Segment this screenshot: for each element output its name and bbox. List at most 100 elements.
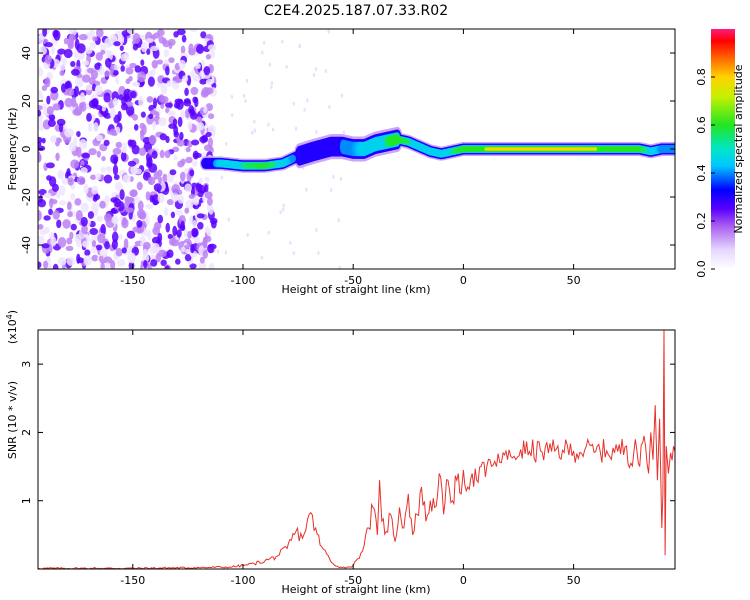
noise-speckle	[127, 252, 136, 264]
noise-speckle	[159, 133, 168, 141]
snr-background	[38, 330, 675, 569]
noise-speckle	[94, 63, 101, 70]
noise-speckle	[104, 37, 113, 49]
noise-speckle	[262, 40, 266, 45]
noise-speckle	[191, 139, 200, 146]
noise-speckle	[137, 71, 146, 83]
x-tick-label: -50	[344, 574, 362, 587]
noise-speckle	[52, 183, 59, 192]
noise-speckle	[121, 247, 127, 254]
noise-speckle	[38, 67, 44, 77]
snr-ylabel: SNR (10 * v/v)	[6, 381, 19, 459]
noise-speckle	[63, 37, 69, 45]
noise-speckle	[74, 233, 82, 244]
noise-speckle	[103, 256, 113, 264]
noise-speckle	[109, 128, 117, 136]
noise-speckle	[38, 261, 42, 269]
noise-speckle	[129, 189, 137, 197]
noise-speckle	[204, 87, 214, 95]
noise-speckle	[197, 221, 204, 230]
noise-speckle	[157, 192, 165, 204]
x-tick-label: -100	[231, 574, 256, 587]
noise-speckle	[246, 233, 249, 238]
noise-speckle	[38, 105, 43, 111]
noise-speckle	[230, 113, 234, 118]
noise-speckle	[342, 130, 346, 135]
noise-speckle	[196, 213, 205, 219]
noise-speckle	[125, 104, 135, 116]
noise-speckle	[198, 261, 207, 269]
noise-speckle	[202, 250, 208, 259]
noise-speckle	[96, 215, 104, 222]
noise-speckle	[68, 141, 77, 152]
noise-speckle	[70, 192, 76, 201]
noise-speckle	[136, 181, 143, 191]
noise-speckle	[192, 196, 200, 206]
noise-speckle	[123, 238, 129, 250]
noise-speckle	[180, 45, 186, 54]
y-tick-label: 0	[20, 146, 33, 153]
noise-speckle	[94, 84, 103, 96]
noise-speckle	[203, 66, 211, 76]
noise-speckle	[87, 122, 93, 132]
noise-speckle	[200, 31, 207, 39]
noise-speckle	[56, 219, 62, 229]
noise-speckle	[38, 93, 44, 102]
colorbar-tick-label: 0.4	[695, 164, 708, 182]
noise-speckle	[192, 96, 198, 104]
noise-speckle	[38, 45, 47, 56]
noise-speckle	[174, 98, 184, 105]
noise-speckle	[91, 185, 99, 195]
noise-speckle	[328, 105, 331, 110]
noise-speckle	[166, 80, 172, 87]
noise-speckle	[95, 173, 102, 181]
noise-speckle	[110, 259, 116, 269]
noise-speckle	[177, 116, 183, 128]
noise-speckle	[140, 111, 146, 118]
noise-speckle	[188, 193, 196, 200]
noise-speckle	[82, 60, 90, 66]
noise-speckle	[192, 219, 198, 228]
noise-speckle	[161, 96, 169, 104]
colorbar-tick-label: 0.8	[695, 68, 708, 86]
snr-frame	[37, 329, 676, 570]
noise-speckle	[203, 144, 213, 152]
noise-speckle	[151, 150, 158, 159]
noise-speckle	[162, 173, 168, 183]
noise-speckle	[150, 259, 158, 267]
noise-speckle	[210, 49, 216, 59]
noise-speckle	[169, 169, 177, 176]
noise-speckle	[47, 119, 56, 128]
noise-speckle	[50, 86, 59, 94]
noise-speckle	[289, 240, 292, 245]
noise-speckle	[312, 73, 316, 78]
noise-speckle	[129, 139, 137, 148]
noise-speckle	[327, 29, 330, 34]
noise-speckle	[140, 59, 145, 66]
noise-speckle	[167, 110, 176, 116]
noise-speckle	[164, 102, 173, 108]
noise-speckle	[176, 229, 182, 238]
noise-speckle	[105, 49, 111, 60]
noise-speckle	[63, 48, 73, 59]
noise-speckle	[298, 44, 301, 49]
noise-speckle	[43, 260, 49, 269]
noise-speckle	[100, 223, 106, 235]
x-tick-label: -100	[231, 274, 256, 287]
noise-speckle	[112, 164, 119, 176]
noise-speckle	[202, 73, 211, 79]
noise-speckle	[179, 131, 184, 141]
noise-speckle	[271, 127, 275, 132]
noise-speckle	[145, 191, 151, 201]
noise-speckle	[172, 146, 180, 153]
noise-speckle	[43, 192, 52, 198]
noise-speckle	[338, 265, 341, 269]
noise-speckle	[133, 123, 139, 131]
noise-speckle	[132, 226, 141, 233]
noise-speckle	[104, 262, 110, 269]
noise-speckle	[292, 251, 295, 256]
noise-speckle	[92, 36, 98, 42]
noise-speckle	[38, 151, 41, 163]
noise-speckle	[74, 85, 80, 97]
